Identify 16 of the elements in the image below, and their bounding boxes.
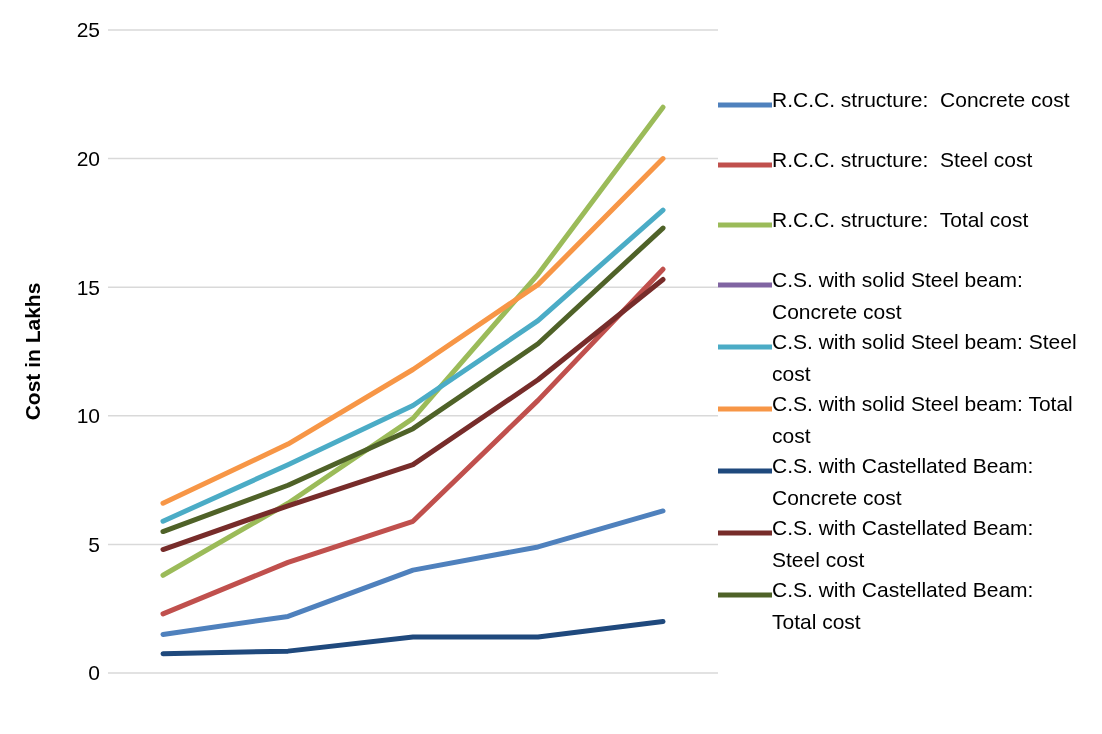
legend-label: C.S. with Castellated Beam: Concrete cost bbox=[772, 452, 1035, 511]
legend-label: R.C.C. structure: Concrete cost bbox=[772, 86, 1070, 113]
y-tick-label: 5 bbox=[88, 532, 100, 556]
legend-label: C.S. with solid Steel beam: Total cost bbox=[772, 390, 1074, 449]
legend-label: R.C.C. structure: Total cost bbox=[772, 206, 1029, 233]
y-tick-label: 25 bbox=[76, 18, 100, 42]
legend-label: C.S. with solid Steel beam: Steel cost bbox=[772, 328, 1078, 387]
y-tick-label: 0 bbox=[88, 661, 100, 685]
y-tick-label: 15 bbox=[76, 275, 100, 299]
y-tick-label: 10 bbox=[76, 404, 100, 428]
legend-label: C.S. with Castellated Beam: Total cost bbox=[772, 576, 1035, 635]
y-axis-title: Cost in Lakhs bbox=[21, 282, 45, 421]
legend-label: C.S. with solid Steel beam: Concrete cost bbox=[772, 266, 1024, 325]
legend-label: R.C.C. structure: Steel cost bbox=[772, 146, 1033, 173]
legend-label: C.S. with Castellated Beam: Steel cost bbox=[772, 514, 1035, 573]
y-tick-label: 20 bbox=[76, 147, 100, 171]
